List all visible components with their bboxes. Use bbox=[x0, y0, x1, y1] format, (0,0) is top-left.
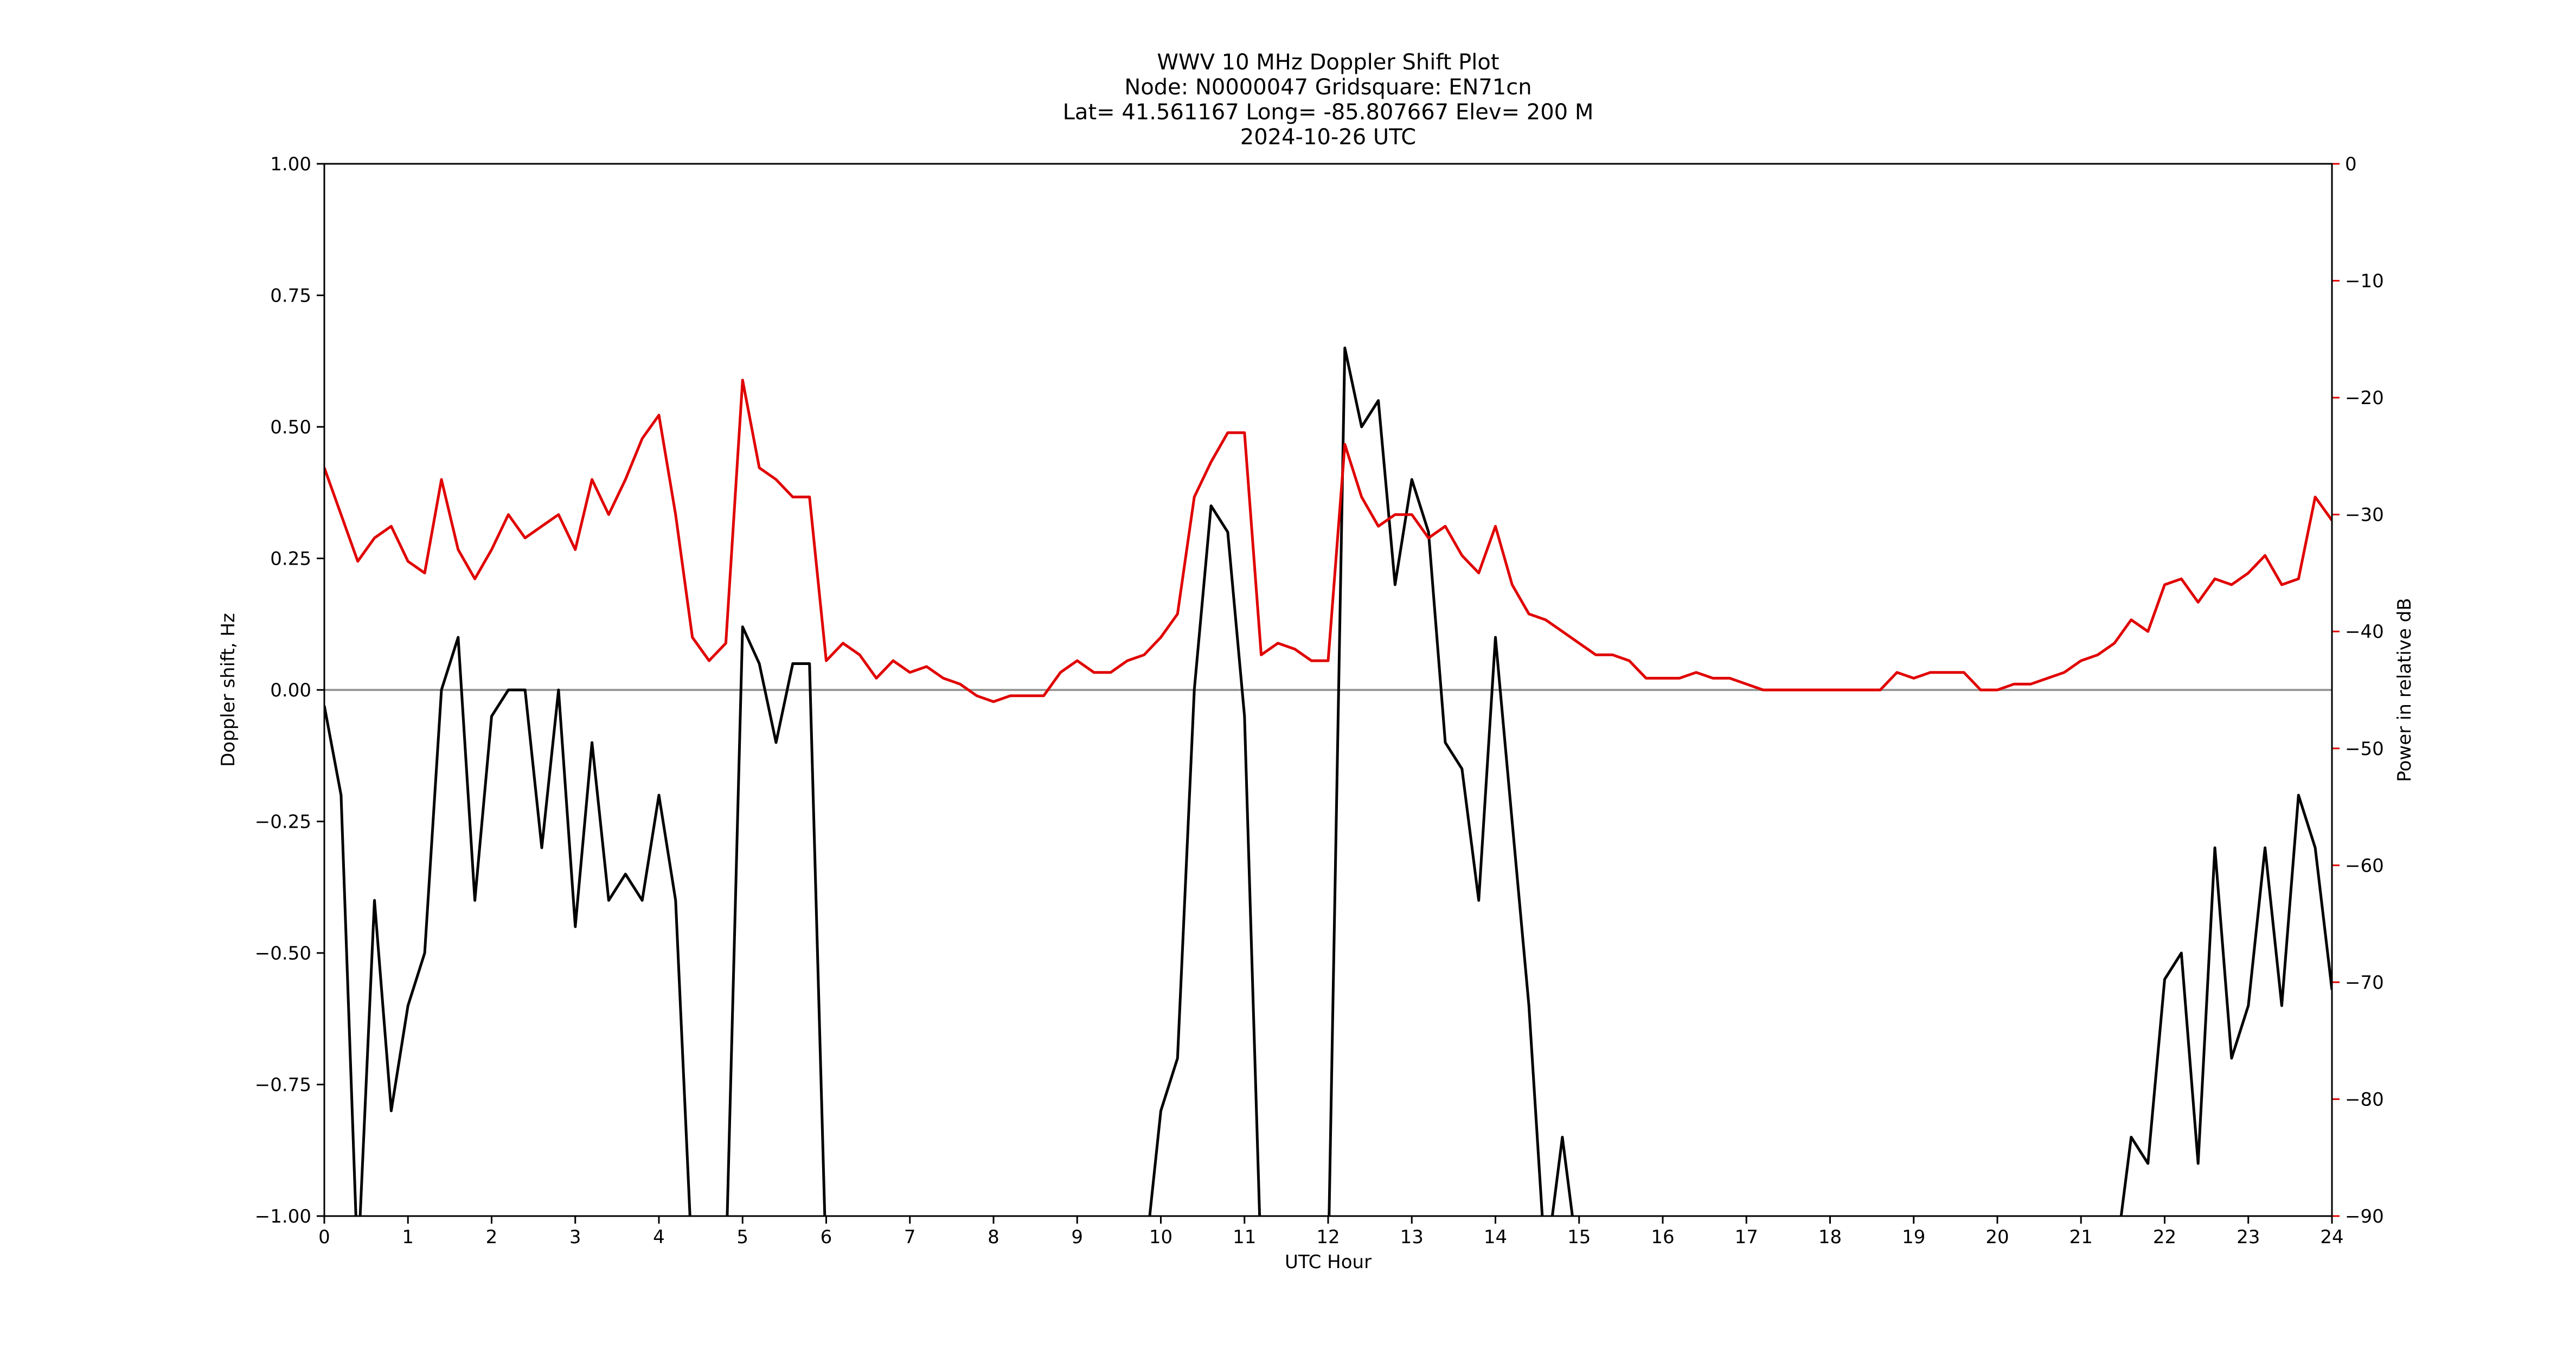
x-tick-label: 5 bbox=[736, 1226, 748, 1248]
x-tick-label: 13 bbox=[1400, 1226, 1424, 1248]
x-tick-label: 19 bbox=[1902, 1226, 1925, 1248]
y2-tick-label: −50 bbox=[2345, 738, 2384, 760]
x-tick-label: 22 bbox=[2153, 1226, 2176, 1248]
x-tick-label: 16 bbox=[1651, 1226, 1674, 1248]
y2-tick-label: −20 bbox=[2345, 387, 2384, 409]
plot-frame bbox=[323, 163, 2333, 1217]
y-axis-label: Doppler shift, Hz bbox=[217, 613, 239, 767]
x-tick-label: 1 bbox=[402, 1226, 414, 1248]
x-tick-label: 18 bbox=[1818, 1226, 1842, 1248]
x-tick-label: 0 bbox=[318, 1226, 330, 1248]
y2-tick-label: −10 bbox=[2345, 271, 2384, 292]
y2-tick-label: −30 bbox=[2345, 504, 2384, 526]
x-tick-label: 4 bbox=[653, 1226, 665, 1248]
chart-title: 2024-10-26 UTC bbox=[1240, 125, 1416, 150]
chart-title: WWV 10 MHz Doppler Shift Plot bbox=[1157, 50, 1499, 75]
x-tick-label: 8 bbox=[988, 1226, 999, 1248]
y-tick-label: 0.25 bbox=[270, 548, 311, 570]
chart-title: Lat= 41.561167 Long= -85.807667 Elev= 20… bbox=[1063, 100, 1594, 125]
y-tick-label: 0.50 bbox=[270, 417, 311, 438]
y2-tick-label: −90 bbox=[2345, 1206, 2384, 1227]
y-tick-label: −0.25 bbox=[255, 811, 311, 833]
x-tick-label: 21 bbox=[2069, 1226, 2093, 1248]
y-tick-label: 0.00 bbox=[270, 680, 311, 701]
y2-tick-label: −70 bbox=[2345, 972, 2384, 994]
y2-tick-label: −40 bbox=[2345, 621, 2384, 643]
y2-tick-label: −80 bbox=[2345, 1089, 2384, 1110]
x-tick-label: 6 bbox=[821, 1226, 832, 1248]
x-tick-label: 3 bbox=[569, 1226, 581, 1248]
chart-title: Node: N0000047 Gridsquare: EN71cn bbox=[1124, 75, 1531, 100]
y2-axis-label: Power in relative dB bbox=[2394, 598, 2415, 782]
data-line bbox=[324, 347, 2332, 1216]
y2-tick-label: 0 bbox=[2345, 153, 2357, 175]
x-tick-label: 12 bbox=[1316, 1226, 1340, 1248]
x-tick-label: 2 bbox=[486, 1226, 498, 1248]
y-tick-label: −0.75 bbox=[255, 1074, 311, 1096]
x-tick-label: 7 bbox=[904, 1226, 916, 1248]
x-tick-label: 23 bbox=[2237, 1226, 2260, 1248]
x-tick-label: 10 bbox=[1149, 1226, 1172, 1248]
x-tick-label: 24 bbox=[2320, 1226, 2343, 1248]
x-tick-label: 20 bbox=[1985, 1226, 2009, 1248]
x-tick-label: 9 bbox=[1071, 1226, 1083, 1248]
x-tick-label: 14 bbox=[1484, 1226, 1507, 1248]
y-tick-label: 0.75 bbox=[270, 285, 311, 307]
x-tick-label: 11 bbox=[1233, 1226, 1256, 1248]
x-axis-label: UTC Hour bbox=[1285, 1251, 1372, 1273]
x-tick-label: 17 bbox=[1735, 1226, 1758, 1248]
y-tick-label: −0.50 bbox=[255, 943, 311, 964]
x-tick-label: 15 bbox=[1567, 1226, 1591, 1248]
y-tick-label: −1.00 bbox=[255, 1206, 311, 1227]
y-tick-label: 1.00 bbox=[270, 153, 311, 175]
data-line bbox=[324, 379, 2332, 703]
y2-tick-label: −60 bbox=[2345, 855, 2384, 877]
